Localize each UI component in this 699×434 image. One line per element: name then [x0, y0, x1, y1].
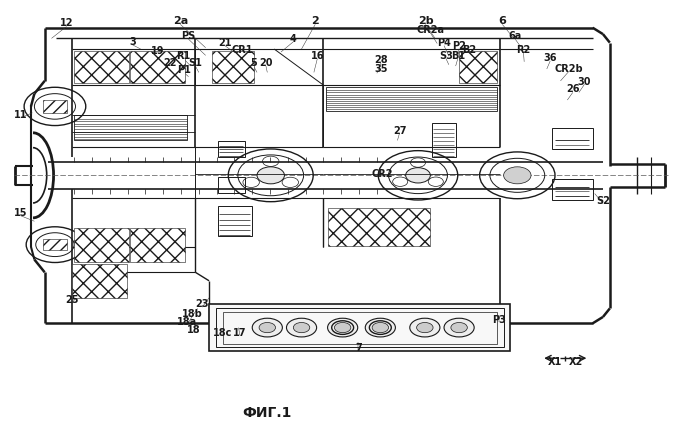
- Text: 27: 27: [393, 126, 406, 136]
- Text: B2: B2: [461, 45, 476, 55]
- Text: 17: 17: [233, 328, 247, 338]
- Text: 7: 7: [355, 342, 362, 352]
- Text: 22: 22: [164, 58, 177, 68]
- Text: P4: P4: [437, 38, 451, 48]
- Circle shape: [257, 167, 284, 184]
- Bar: [216, 309, 503, 347]
- Text: P3: P3: [492, 315, 506, 325]
- Text: 20: 20: [259, 58, 273, 68]
- Text: R2: R2: [517, 45, 531, 55]
- Text: 21: 21: [218, 38, 231, 48]
- Bar: [130, 51, 185, 83]
- Circle shape: [410, 318, 440, 337]
- Text: P2: P2: [452, 41, 466, 51]
- Text: 3: 3: [129, 37, 136, 47]
- Text: S1: S1: [189, 58, 202, 68]
- Bar: [43, 100, 66, 113]
- Bar: [218, 207, 252, 236]
- Text: 19: 19: [151, 46, 164, 56]
- Text: PS: PS: [182, 31, 196, 41]
- Bar: [212, 51, 254, 83]
- Bar: [130, 227, 185, 262]
- Text: 16: 16: [310, 51, 324, 61]
- Text: 26: 26: [566, 84, 579, 95]
- Text: B1: B1: [451, 51, 465, 61]
- Bar: [223, 312, 497, 344]
- Text: X1: X1: [548, 358, 562, 368]
- Circle shape: [328, 318, 358, 337]
- Bar: [74, 51, 129, 83]
- Text: R1: R1: [177, 51, 191, 61]
- Text: 18c: 18c: [213, 328, 233, 338]
- Text: ФИГ.1: ФИГ.1: [243, 406, 292, 420]
- Text: 12: 12: [60, 19, 73, 29]
- Bar: [328, 207, 431, 246]
- Text: 5: 5: [250, 58, 257, 68]
- Circle shape: [366, 318, 396, 337]
- Text: P1: P1: [177, 65, 191, 75]
- Bar: [218, 177, 245, 193]
- Text: 30: 30: [577, 77, 591, 87]
- Bar: [552, 179, 593, 200]
- Bar: [43, 239, 66, 250]
- Text: CR2b: CR2b: [554, 64, 583, 74]
- Bar: [74, 115, 187, 141]
- Text: X2: X2: [569, 358, 584, 368]
- Text: S3: S3: [439, 51, 453, 61]
- Bar: [72, 264, 127, 298]
- Circle shape: [372, 322, 389, 333]
- Text: 2b: 2b: [418, 16, 433, 26]
- Text: 25: 25: [65, 295, 79, 305]
- Text: 2: 2: [311, 16, 319, 26]
- Text: 6: 6: [498, 16, 506, 26]
- Bar: [552, 128, 593, 149]
- Text: 6a: 6a: [509, 31, 522, 41]
- Circle shape: [444, 318, 474, 337]
- Text: 35: 35: [374, 64, 388, 74]
- Circle shape: [334, 322, 351, 333]
- Bar: [432, 123, 456, 158]
- Text: 36: 36: [543, 53, 557, 63]
- Text: 18: 18: [187, 325, 201, 335]
- Text: 2a: 2a: [173, 16, 188, 26]
- Text: 28: 28: [374, 56, 388, 66]
- Text: 15: 15: [14, 208, 27, 218]
- Circle shape: [451, 322, 468, 333]
- Text: S2: S2: [596, 196, 610, 206]
- Text: CR2: CR2: [372, 169, 393, 180]
- Circle shape: [294, 322, 310, 333]
- Bar: [218, 141, 245, 158]
- Text: 18b: 18b: [182, 309, 202, 319]
- Text: CR2a: CR2a: [417, 25, 445, 35]
- Circle shape: [503, 167, 531, 184]
- Bar: [209, 304, 510, 351]
- Circle shape: [252, 318, 282, 337]
- Text: 23: 23: [196, 299, 209, 309]
- Circle shape: [287, 318, 317, 337]
- Bar: [459, 51, 497, 83]
- Text: 4: 4: [290, 34, 296, 44]
- Text: 11: 11: [14, 110, 27, 120]
- Bar: [326, 87, 497, 111]
- Text: CR1: CR1: [231, 45, 253, 55]
- Circle shape: [417, 322, 433, 333]
- Circle shape: [405, 168, 431, 183]
- Circle shape: [259, 322, 275, 333]
- Bar: [74, 227, 129, 262]
- Text: 18a: 18a: [177, 317, 197, 327]
